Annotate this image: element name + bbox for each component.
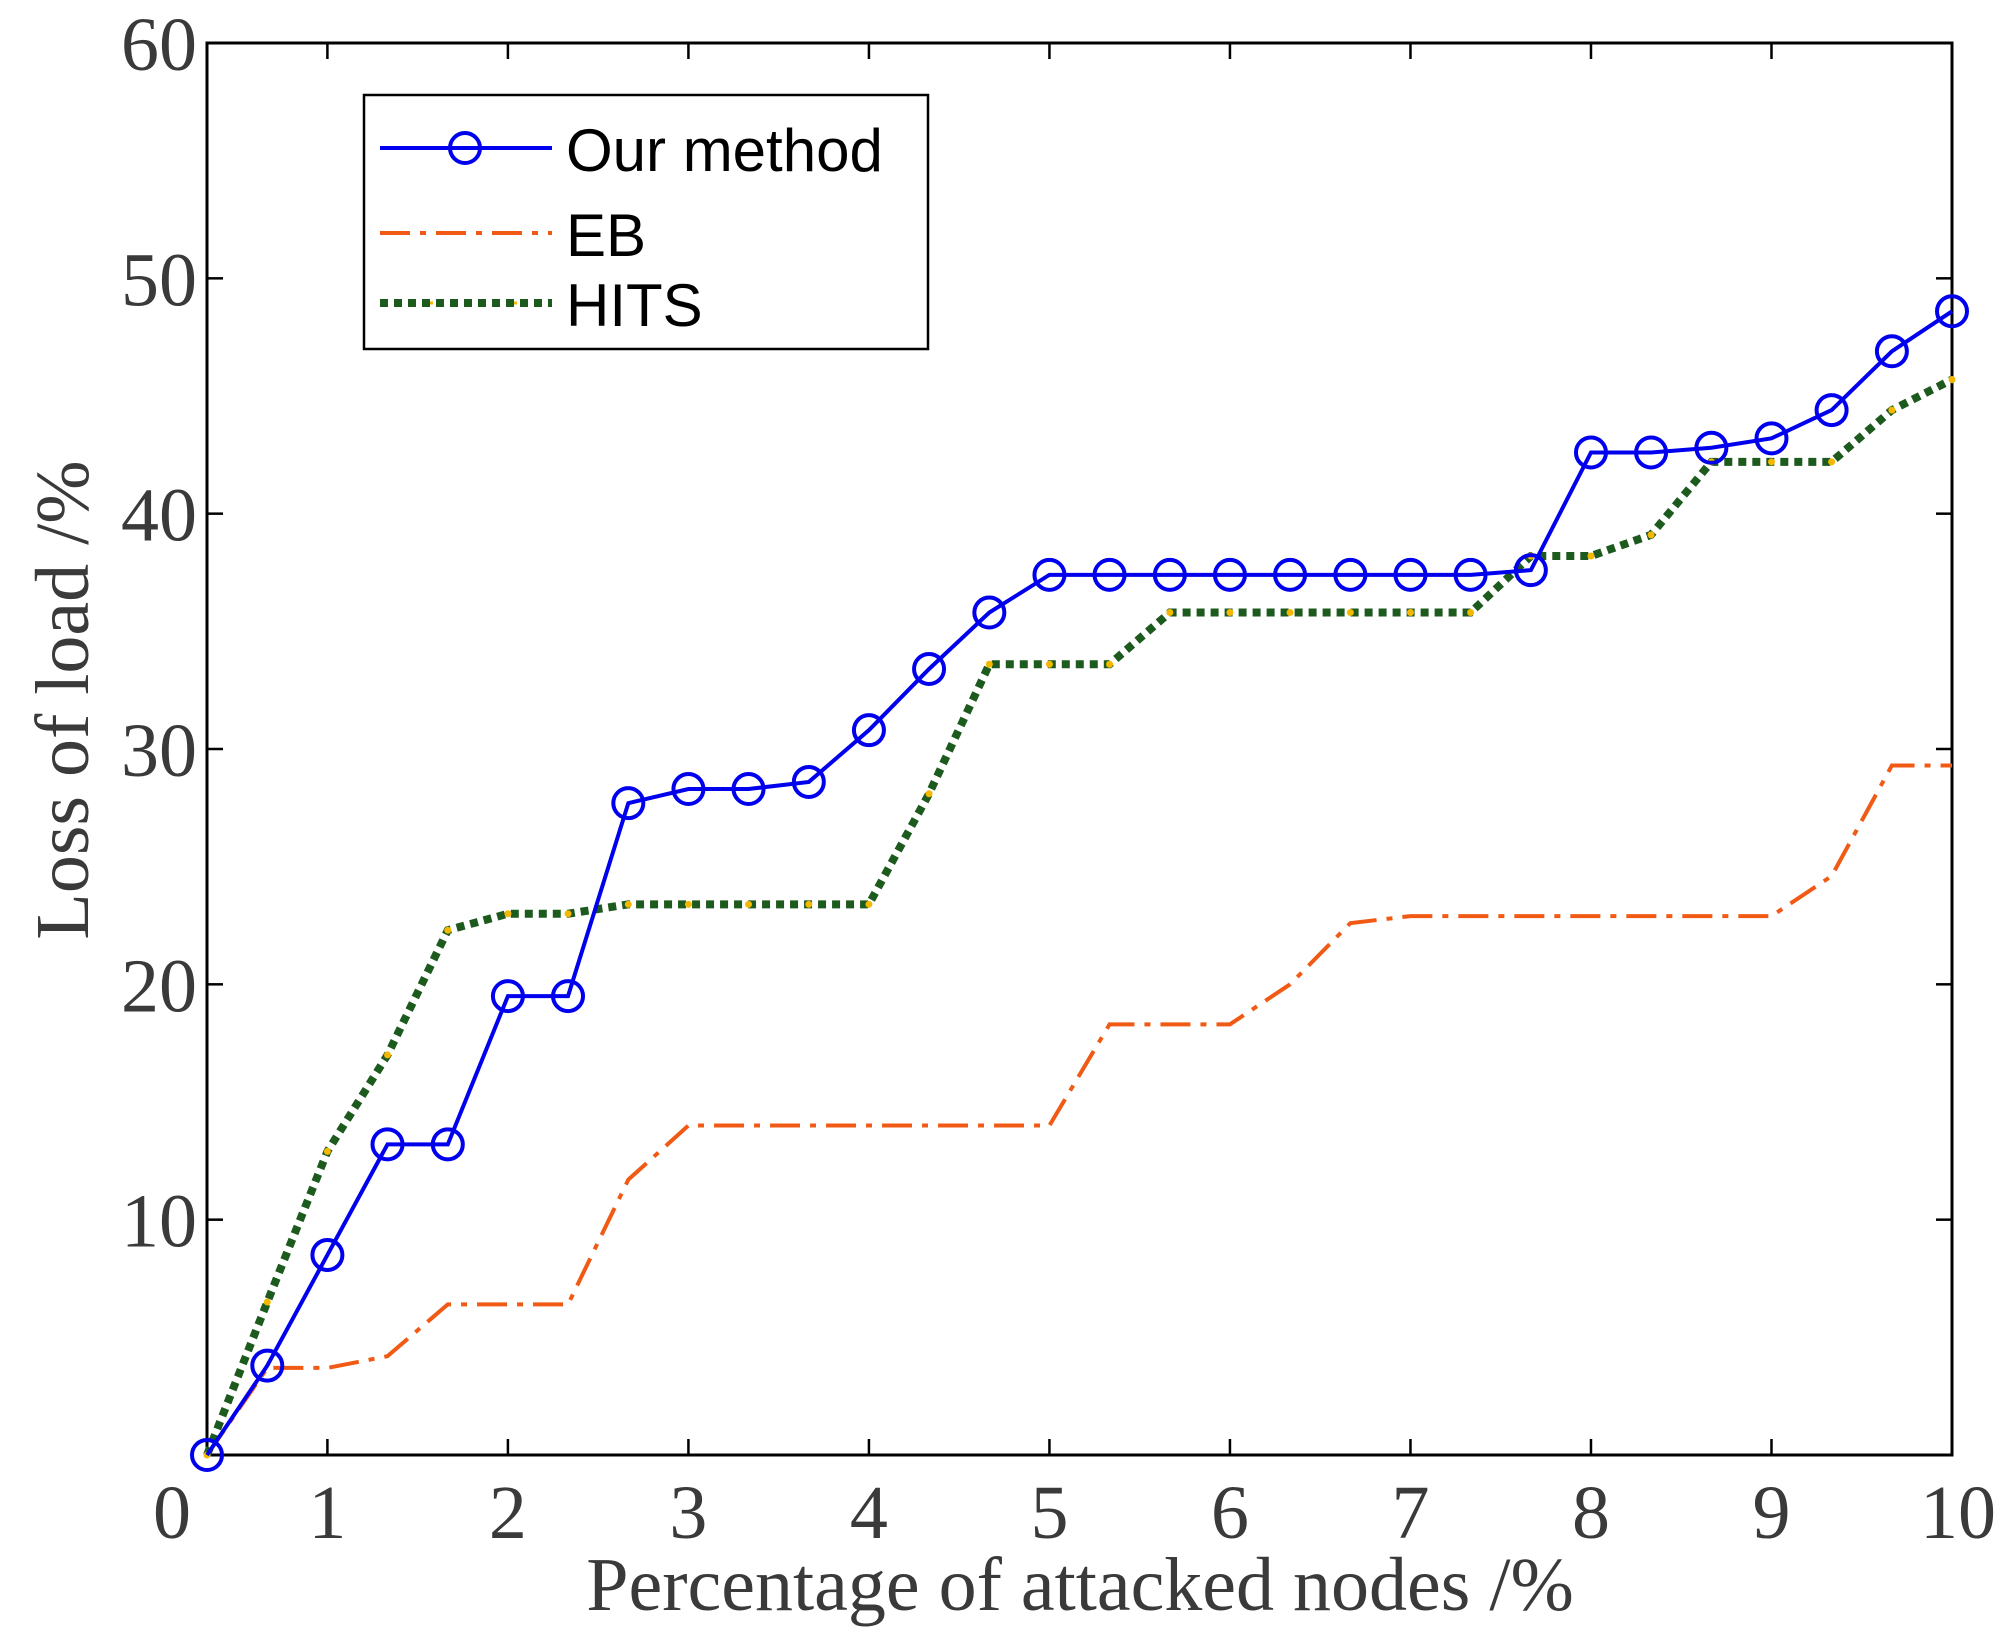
- our-method-point: [611, 786, 646, 821]
- our-method-point: [1393, 557, 1428, 592]
- legend-label-eb: EB: [566, 202, 646, 269]
- x-tick-label: 1: [308, 1471, 346, 1555]
- tick-labels: 0 1 2 3 4 5 6 7 8 9 10 10 20 30 40 50 60: [121, 3, 1996, 1555]
- series-our-method: [190, 294, 1969, 1472]
- x-tick-label: 8: [1572, 1471, 1610, 1555]
- our-method-point: [972, 595, 1007, 630]
- hits-line: [203, 375, 1954, 1457]
- legend: Our method EB HITS: [362, 93, 930, 351]
- our-method-point: [1152, 557, 1187, 592]
- hits-point: [1166, 609, 1174, 617]
- legend-item-our-method: Our method: [380, 117, 883, 184]
- plot-frame: [205, 41, 1954, 1457]
- our-method-point: [250, 1348, 285, 1383]
- hits-point: [263, 1298, 271, 1306]
- x-tick-label: 9: [1752, 1471, 1790, 1555]
- our-method-point: [1814, 393, 1849, 428]
- x-tick-label: 2: [489, 1471, 527, 1555]
- hits-point: [985, 660, 993, 668]
- our-method-point: [912, 651, 947, 686]
- hits-point: [1406, 609, 1414, 617]
- y-tick-label: 30: [121, 709, 197, 793]
- hits-point: [1045, 660, 1053, 668]
- hits-point: [1467, 609, 1475, 617]
- x-tick-label: 10: [1920, 1471, 1996, 1555]
- our-method-point: [851, 713, 886, 748]
- hits-point: [444, 926, 452, 934]
- x-axis-title: Percentage of attacked nodes /%: [586, 1543, 1574, 1627]
- hits-point: [805, 900, 813, 908]
- our-method-point: [310, 1237, 345, 1272]
- hits-point: [384, 1051, 392, 1059]
- axis-ticks: [207, 41, 1954, 1455]
- our-method-point: [1874, 334, 1909, 369]
- x-tick-label: 4: [850, 1471, 888, 1555]
- our-method-point: [551, 979, 586, 1014]
- y-tick-label: 60: [121, 3, 197, 87]
- hits-point: [1647, 531, 1655, 539]
- our-method-point: [1453, 557, 1488, 592]
- hits-point: [323, 1147, 331, 1155]
- hits-point: [1286, 609, 1294, 617]
- hits-point: [1767, 458, 1775, 466]
- series-layer: [190, 294, 1969, 1472]
- hits-point: [564, 910, 572, 918]
- our-method-point: [1212, 557, 1247, 592]
- hits-point: [865, 900, 873, 908]
- y-tick-label: 50: [121, 238, 197, 322]
- our-method-point: [1634, 435, 1669, 470]
- our-method-point: [490, 979, 525, 1014]
- series-eb: [205, 763, 1952, 1457]
- x-tick-label: 6: [1211, 1471, 1249, 1555]
- hits-point: [1106, 660, 1114, 668]
- series-hits: [203, 375, 1956, 1459]
- our-method-point: [1573, 435, 1608, 470]
- our-method-point: [1694, 430, 1729, 465]
- legend-item-hits: HITS: [380, 272, 703, 339]
- y-tick-label: 10: [121, 1180, 197, 1264]
- our-method-point: [1935, 294, 1969, 329]
- y-tick-label: 20: [121, 944, 197, 1028]
- legend-marker-our-method: [448, 131, 482, 165]
- our-method-point: [671, 772, 706, 807]
- y-axis-title: Loss of load /%: [21, 460, 105, 939]
- our-method-point: [1754, 421, 1789, 456]
- hits-point: [1226, 609, 1234, 617]
- our-method-point: [430, 1127, 465, 1162]
- hits-point: [745, 900, 753, 908]
- legend-label-hits: HITS: [566, 272, 703, 339]
- our-method-point: [1513, 553, 1548, 588]
- hits-point: [684, 900, 692, 908]
- our-method-point: [1032, 557, 1067, 592]
- our-method-point: [1273, 557, 1308, 592]
- our-method-point: [791, 764, 826, 799]
- our-method-point: [370, 1127, 405, 1162]
- hits-point: [1948, 376, 1956, 384]
- our-method-line: [205, 309, 1954, 1457]
- y-tick-label: 40: [121, 474, 197, 558]
- x-tick-label: 0: [153, 1471, 191, 1555]
- hits-point: [1888, 406, 1896, 414]
- hits-point: [1587, 552, 1595, 560]
- our-method-point: [1333, 557, 1368, 592]
- legend-item-eb: EB: [380, 202, 646, 269]
- hits-point: [925, 790, 933, 798]
- our-method-point: [1092, 557, 1127, 592]
- our-method-point: [731, 772, 766, 807]
- hits-point: [1346, 609, 1354, 617]
- eb-line: [205, 763, 1952, 1457]
- x-tick-label: 7: [1391, 1471, 1429, 1555]
- hits-point: [504, 910, 512, 918]
- our-method-point: [190, 1438, 224, 1472]
- hits-point: [1828, 458, 1836, 466]
- x-tick-label: 3: [669, 1471, 707, 1555]
- legend-label-our-method: Our method: [566, 117, 883, 184]
- x-tick-label: 5: [1030, 1471, 1068, 1555]
- hits-point: [624, 900, 632, 908]
